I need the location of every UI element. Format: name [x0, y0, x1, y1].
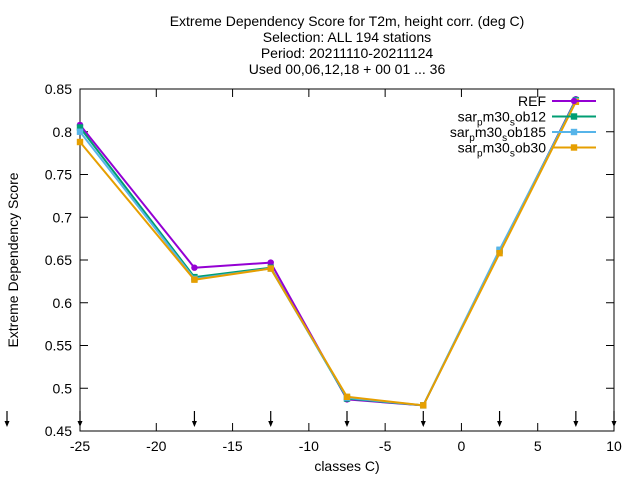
- legend-text-part: ob30: [515, 140, 546, 156]
- legend-label-3: sarpm30sob30: [458, 140, 547, 160]
- data-point: [191, 276, 198, 283]
- down-arrow-marker: [344, 411, 350, 427]
- legend-label-0: REF: [518, 93, 546, 109]
- x-tick-label: 0: [458, 438, 466, 454]
- legend-subscript: p: [477, 118, 483, 129]
- arrow-head: [611, 421, 617, 427]
- data-point: [76, 138, 84, 146]
- legend-subscript: p: [477, 149, 483, 160]
- legend-label-1: sarpm30sob12: [458, 109, 547, 129]
- legend-subscript: s: [510, 149, 515, 160]
- data-point: [420, 402, 427, 409]
- title-line: Used 00,06,12,18 + 00 01 ... 36: [249, 61, 446, 77]
- legend-marker: [570, 97, 578, 105]
- data-point: [267, 259, 274, 266]
- down-arrow-marker: [4, 411, 10, 427]
- data-point: [343, 393, 351, 400]
- legend-text-part: m30: [483, 109, 510, 125]
- arrow-head: [573, 421, 579, 427]
- y-tick-label: 0.7: [53, 209, 73, 225]
- down-arrow-marker: [573, 411, 579, 427]
- title-line: Selection: ALL 194 stations: [263, 29, 431, 45]
- x-tick-label: -20: [146, 438, 166, 454]
- data-point: [496, 249, 503, 257]
- x-tick-label: 10: [606, 438, 622, 454]
- data-point: [76, 128, 84, 135]
- down-arrow-marker: [611, 411, 617, 427]
- data-point: [267, 265, 274, 272]
- legend-text-part: m30: [483, 140, 510, 156]
- x-tick-label: -15: [222, 438, 242, 454]
- title-line: Period: 20211110-20211124: [261, 45, 434, 61]
- arrow-head: [77, 421, 83, 427]
- legend-marker: [570, 113, 578, 120]
- x-tick-label: 5: [534, 438, 542, 454]
- arrow-head: [191, 421, 197, 427]
- x-tick-label: -25: [70, 438, 90, 454]
- down-arrow-marker: [268, 411, 274, 427]
- legend-label-2: sarpm30sob185: [450, 124, 546, 144]
- down-arrow-marker: [420, 411, 426, 427]
- legend-text-part: sar: [450, 124, 470, 140]
- legend-text-part: sar: [458, 109, 478, 125]
- legend-marker: [570, 128, 578, 136]
- data-point: [191, 264, 198, 271]
- arrow-head: [268, 421, 274, 427]
- data-point: [76, 124, 84, 131]
- chart-title: Extreme Dependency Score for T2m, height…: [170, 13, 525, 77]
- arrow-head: [497, 421, 503, 427]
- x-axis-label: classes C): [314, 458, 379, 474]
- legend-subscript: s: [502, 133, 507, 144]
- bottom-markers: [4, 411, 617, 427]
- y-tick-label: 0.55: [45, 338, 72, 354]
- legend-subscript: p: [469, 133, 475, 144]
- down-arrow-marker: [77, 411, 83, 427]
- x-tick-label: -5: [379, 438, 392, 454]
- y-axis-label: Extreme Dependency Score: [5, 172, 21, 347]
- x-tick-label: -10: [299, 438, 319, 454]
- legend-text-part: ob185: [507, 124, 546, 140]
- legend-marker: [570, 144, 578, 151]
- legend-subscript: s: [510, 118, 515, 129]
- arrow-head: [420, 421, 426, 427]
- legend-text-part: sar: [458, 140, 478, 156]
- y-tick-label: 0.45: [45, 423, 72, 439]
- y-tick-label: 0.5: [53, 380, 73, 396]
- arrow-head: [4, 421, 10, 427]
- legend-text-part: m30: [475, 124, 502, 140]
- arrow-head: [344, 421, 350, 427]
- data-point: [496, 246, 503, 253]
- y-tick-label: 0.8: [53, 124, 73, 140]
- y-tick-label: 0.75: [45, 167, 72, 183]
- title-line: Extreme Dependency Score for T2m, height…: [170, 13, 525, 29]
- down-arrow-marker: [191, 411, 197, 427]
- y-tick-label: 0.65: [45, 252, 72, 268]
- down-arrow-marker: [497, 411, 503, 427]
- y-tick-label: 0.85: [45, 81, 72, 97]
- y-tick-label: 0.6: [53, 295, 73, 311]
- legend-text-part: ob12: [515, 109, 546, 125]
- axis-ticks: 0.45 0.5 0.55 0.6 0.65 0.7 0.75 0.8 0.85 -25 -20 -1…: [45, 81, 622, 454]
